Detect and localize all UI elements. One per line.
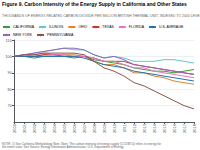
svg-text:CALIFORNIA: CALIFORNIA <box>13 25 35 29</box>
svg-text:NOTE: 1) See California Method: NOTE: 1) See California Methodology Note… <box>2 141 162 145</box>
svg-text:2008: 2008 <box>92 123 97 133</box>
svg-text:2018: 2018 <box>192 123 197 133</box>
svg-text:2010: 2010 <box>112 123 117 133</box>
svg-text:2009: 2009 <box>102 123 107 133</box>
svg-text:2002: 2002 <box>32 123 37 133</box>
svg-text:TEXAS: TEXAS <box>102 25 114 29</box>
svg-text:2011: 2011 <box>122 123 127 132</box>
svg-text:2006: 2006 <box>72 123 77 133</box>
svg-text:2014: 2014 <box>152 123 157 133</box>
svg-text:2001: 2001 <box>22 123 27 133</box>
svg-text:2003: 2003 <box>42 123 47 133</box>
svg-text:PENNSYLVANIA: PENNSYLVANIA <box>47 33 74 37</box>
svg-text:70: 70 <box>8 103 13 108</box>
svg-text:the entire state. See Source:: the entire state. See Source: Energy Inf… <box>2 145 124 149</box>
svg-text:2004: 2004 <box>52 123 57 133</box>
svg-text:110: 110 <box>6 38 13 43</box>
svg-text:FLORIDA: FLORIDA <box>129 25 145 29</box>
svg-text:2016: 2016 <box>172 123 177 133</box>
svg-text:90: 90 <box>8 70 13 75</box>
svg-text:2013: 2013 <box>142 123 147 133</box>
svg-text:OHIO: OHIO <box>78 25 87 29</box>
svg-text:ILLINOIS: ILLINOIS <box>49 25 64 29</box>
svg-text:Figure 9. Carbon Intensity of: Figure 9. Carbon Intensity of the Energy… <box>2 1 187 7</box>
svg-text:2015: 2015 <box>162 123 167 133</box>
svg-text:NEW YORK: NEW YORK <box>13 33 33 37</box>
svg-text:THOUSANDS OF ENERGY-RELATED CA: THOUSANDS OF ENERGY-RELATED CARBON DIOXI… <box>2 14 200 18</box>
svg-text:100: 100 <box>5 54 12 59</box>
svg-text:2007: 2007 <box>82 123 87 133</box>
svg-text:2005: 2005 <box>62 123 67 133</box>
svg-text:2000: 2000 <box>12 123 17 133</box>
svg-text:2017: 2017 <box>182 123 187 133</box>
svg-text:U.S. AVERAGE: U.S. AVERAGE <box>159 25 184 29</box>
svg-text:80: 80 <box>8 87 13 92</box>
svg-text:2012: 2012 <box>132 123 137 133</box>
